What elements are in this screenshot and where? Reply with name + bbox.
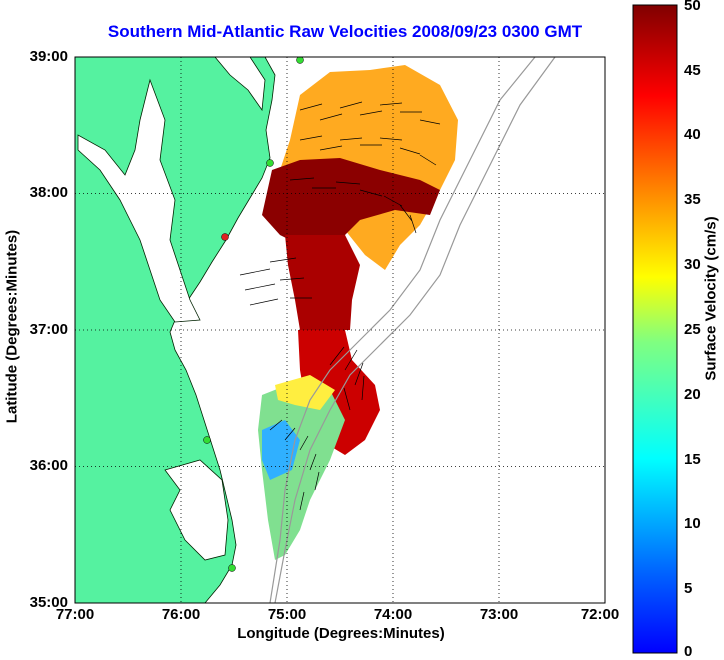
plot-frame: [74, 56, 606, 604]
x-axis-label: Longitude (Degrees:Minutes): [237, 625, 445, 642]
colorbar: [632, 4, 678, 654]
radar-stations: [203, 57, 304, 572]
velocity-field-yellow: [275, 375, 335, 410]
colorbar-tick: 35: [684, 191, 701, 208]
shelf-contour-deep: [274, 57, 556, 603]
y-tick-label: 38:00: [29, 184, 68, 201]
y-tick-label: 39:00: [29, 48, 68, 65]
colorbar-tick: 15: [684, 451, 701, 468]
y-tick-label: 36:00: [29, 457, 68, 474]
y-axis-label: Latitude (Degrees:Minutes): [3, 229, 21, 424]
colorbar-tick: 50: [684, 0, 701, 14]
station-marker: [203, 436, 211, 444]
x-tick-label: 75:00: [267, 606, 307, 623]
chesapeake-bay: [77, 78, 201, 323]
velocity-arrows: [239, 101, 441, 511]
shelf-contour: [269, 57, 536, 603]
x-tick-label: 76:00: [161, 606, 201, 623]
velocity-field-jet: [285, 235, 360, 330]
colorbar-tick: 30: [684, 256, 701, 273]
y-tick-label: 37:00: [29, 321, 68, 338]
station-marker: [228, 564, 236, 572]
delaware-bay: [214, 57, 266, 112]
station-marker: [296, 57, 304, 64]
colorbar-tick: 20: [684, 386, 701, 403]
colorbar-tick: 25: [684, 321, 701, 338]
colorbar-tick: 0: [684, 643, 693, 660]
velocity-field-north-core: [262, 158, 440, 260]
grid-lines: [75, 57, 605, 603]
y-tick-label: 35:00: [29, 594, 68, 611]
colorbar-tick: 45: [684, 62, 701, 79]
colorbar-tick: 5: [684, 580, 693, 597]
station-marker: [266, 159, 274, 167]
x-tick-label: 73:00: [479, 606, 519, 623]
station-marker: [221, 233, 229, 241]
colorbar-label: Surface Velocity (cm/s): [702, 216, 720, 381]
x-tick-label: 74:00: [373, 606, 413, 623]
map-title: Southern Mid-Atlantic Raw Velocities 200…: [107, 22, 583, 41]
colorbar-tick: 10: [684, 515, 701, 532]
x-tick-label: 77:00: [55, 606, 95, 623]
x-tick-label: 72:00: [580, 606, 620, 623]
colorbar-tick: 40: [684, 126, 701, 143]
